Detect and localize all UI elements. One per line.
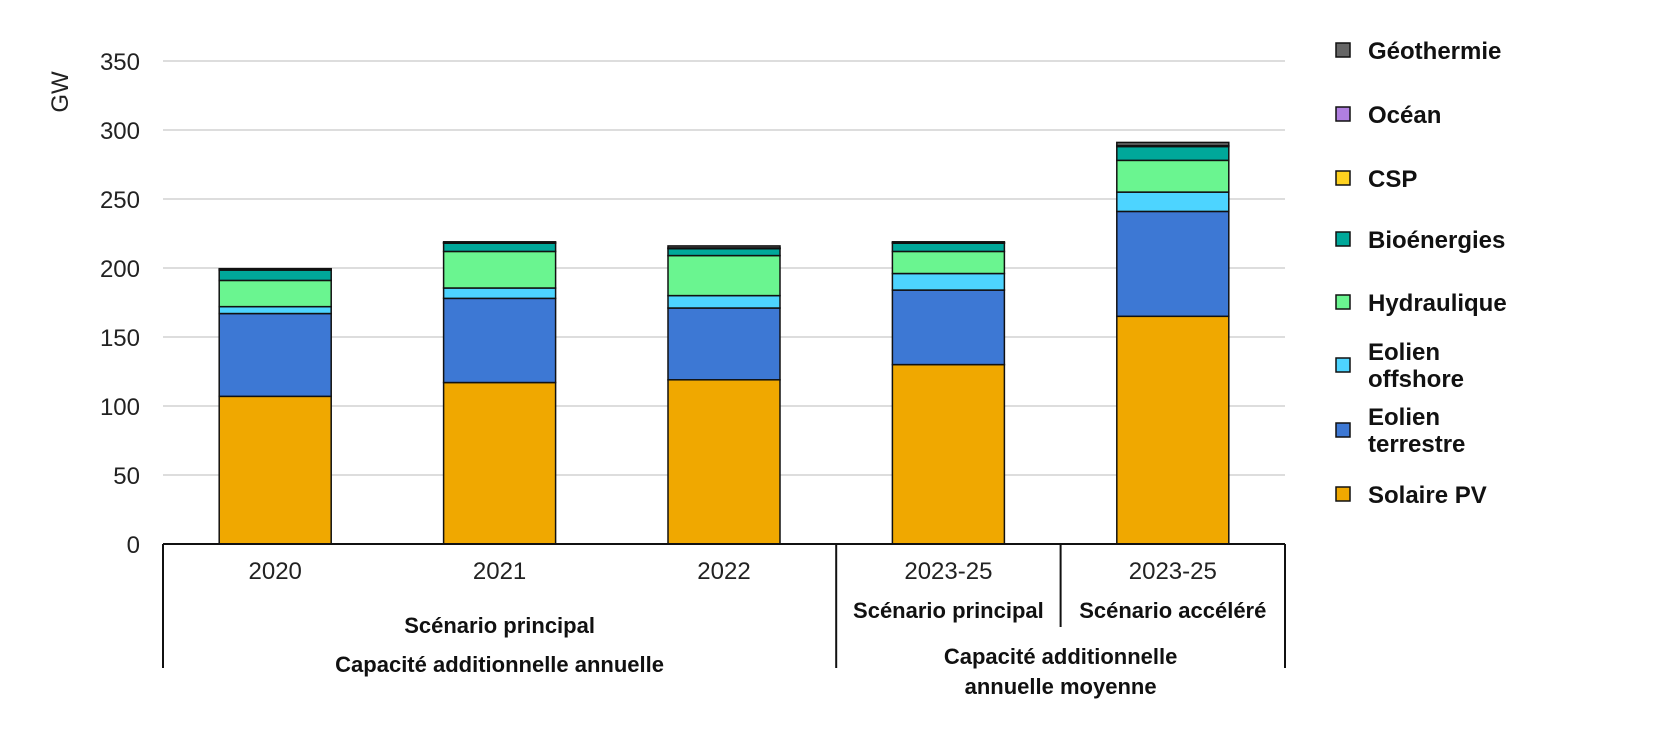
y-tick-label: 350 [100, 49, 140, 76]
legend-swatch [1335, 422, 1351, 438]
legend-swatch [1335, 486, 1351, 502]
y-tick-label: 100 [100, 394, 140, 421]
bar-segment-Eolien terrestre [1116, 210, 1230, 318]
legend-label: Solaire PV [1368, 482, 1487, 509]
bar-segment-Solaire PV [1116, 315, 1230, 545]
bar-segment-Solaire PV [891, 363, 1006, 545]
bar-segment-Eolien terrestre [442, 297, 557, 384]
legend-label: Eolien terrestre [1368, 404, 1465, 458]
legend-label: Eolien offshore [1368, 339, 1464, 393]
x-subcategory-label: Scénario principal [853, 598, 1044, 623]
bar-segment-Eolien terrestre [667, 307, 781, 381]
bar-segment-Eolien offshore [1116, 191, 1230, 213]
group-label: annuelle moyenne [965, 674, 1157, 699]
legend-swatch [1335, 106, 1351, 122]
bar-segment-Hydraulique [667, 254, 781, 297]
x-tick-label: 2022 [697, 558, 750, 585]
bar-segment-Solaire PV [218, 395, 332, 545]
bar-segment-Hydraulique [891, 250, 1006, 275]
group-label: Capacité additionnelle annuelle [335, 652, 664, 677]
legend-label: Bioénergies [1368, 227, 1505, 254]
x-tick-label: 2023-25 [1129, 558, 1217, 585]
bar-segment-Eolien offshore [667, 294, 781, 309]
bar-segment-Solaire PV [442, 381, 557, 545]
bar-segment-Bioénergies [442, 242, 557, 253]
bar-segment-Solaire PV [667, 379, 781, 545]
y-tick-label: 250 [100, 187, 140, 214]
group-label: Capacité additionnelle [944, 644, 1178, 669]
legend-label: Océan [1368, 102, 1441, 129]
y-tick-label: 0 [127, 532, 140, 559]
bar-segment-Hydraulique [442, 250, 557, 289]
bar-segment-Géothermie [891, 241, 1006, 244]
y-tick-label: 200 [100, 256, 140, 283]
legend-label: CSP [1368, 166, 1417, 193]
y-tick-label: 150 [100, 325, 140, 352]
bar-segment-Géothermie [1116, 141, 1230, 147]
bar-segment-Bioénergies [218, 269, 332, 282]
bar-segment-Bioénergies [1116, 145, 1230, 162]
bar-segment-Eolien offshore [218, 305, 332, 315]
bar-segment-Bioénergies [891, 242, 1006, 253]
y-tick-label: 300 [100, 118, 140, 145]
legend-label: Géothermie [1368, 38, 1501, 65]
y-axis-label: GW [47, 71, 74, 113]
x-subcategory-label: Scénario accéléré [1079, 598, 1266, 623]
x-tick-label: 2020 [249, 558, 302, 585]
group-label: Scénario principal [404, 613, 595, 638]
bar-segment-Eolien terrestre [218, 312, 332, 398]
y-tick-label: 50 [113, 463, 140, 490]
bar-segment-Géothermie [667, 245, 781, 249]
bar-segment-Eolien offshore [442, 287, 557, 300]
legend-swatch [1335, 170, 1351, 186]
bar-segment-Eolien offshore [891, 272, 1006, 291]
bar-segment-Hydraulique [1116, 159, 1230, 193]
bar-segment-Géothermie [442, 241, 557, 244]
legend-swatch [1335, 357, 1351, 373]
legend-swatch [1335, 294, 1351, 310]
bar-segment-Hydraulique [218, 279, 332, 308]
bar-segment-Eolien terrestre [891, 289, 1006, 366]
legend-label: Hydraulique [1368, 290, 1507, 317]
x-tick-label: 2023-25 [904, 558, 992, 585]
bar-segment-Bioénergies [667, 247, 781, 257]
legend-swatch [1335, 231, 1351, 247]
bar-segment-Géothermie [218, 267, 332, 271]
x-tick-label: 2021 [473, 558, 526, 585]
legend-swatch [1335, 42, 1351, 58]
